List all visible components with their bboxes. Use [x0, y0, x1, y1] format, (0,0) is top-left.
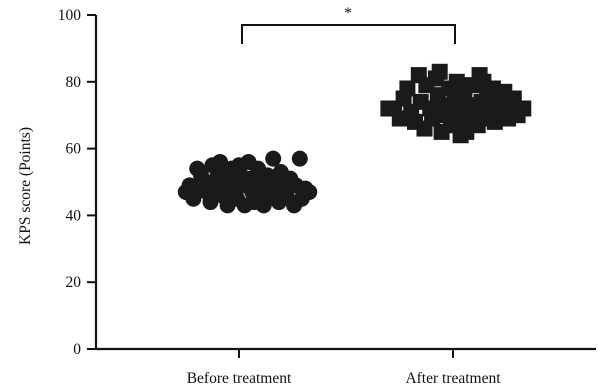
data-point-before: [212, 153, 228, 170]
y-tick-label: 80: [66, 74, 82, 91]
data-point-before: [301, 184, 318, 201]
data-point-after: [515, 100, 532, 117]
y-tick-label: 20: [66, 274, 82, 291]
y-tick-label: 0: [73, 341, 81, 358]
significance-marker: *: [344, 5, 352, 22]
data-point-after: [431, 63, 448, 80]
data-point-after: [399, 80, 416, 97]
y-tick-label: 40: [66, 207, 82, 224]
significance-bracket: *: [241, 5, 456, 44]
y-ticks: 0 20 40 60 80 100: [58, 7, 96, 358]
bracket-line: [241, 24, 456, 44]
data-point-before: [231, 157, 247, 174]
points-layer: [177, 63, 532, 214]
data-point-before: [181, 177, 198, 194]
data-point-before: [185, 190, 202, 207]
data-point-before: [194, 180, 211, 197]
y-axis-title: KPS score (Points): [17, 127, 34, 245]
data-point-after: [452, 127, 469, 144]
data-point-before: [265, 150, 282, 167]
y-tick-label: 100: [58, 7, 82, 24]
x-axis: Before treatment After treatment: [95, 347, 596, 387]
data-point-before: [291, 150, 308, 167]
data-point-after: [424, 110, 441, 127]
y-tick-label: 60: [66, 141, 82, 158]
data-point-before: [246, 194, 263, 211]
x-category-label-before: Before treatment: [187, 370, 292, 387]
data-point-after: [475, 73, 492, 90]
y-axis: 0 20 40 60 80 100: [58, 7, 98, 358]
x-category-label-after: After treatment: [405, 370, 501, 387]
